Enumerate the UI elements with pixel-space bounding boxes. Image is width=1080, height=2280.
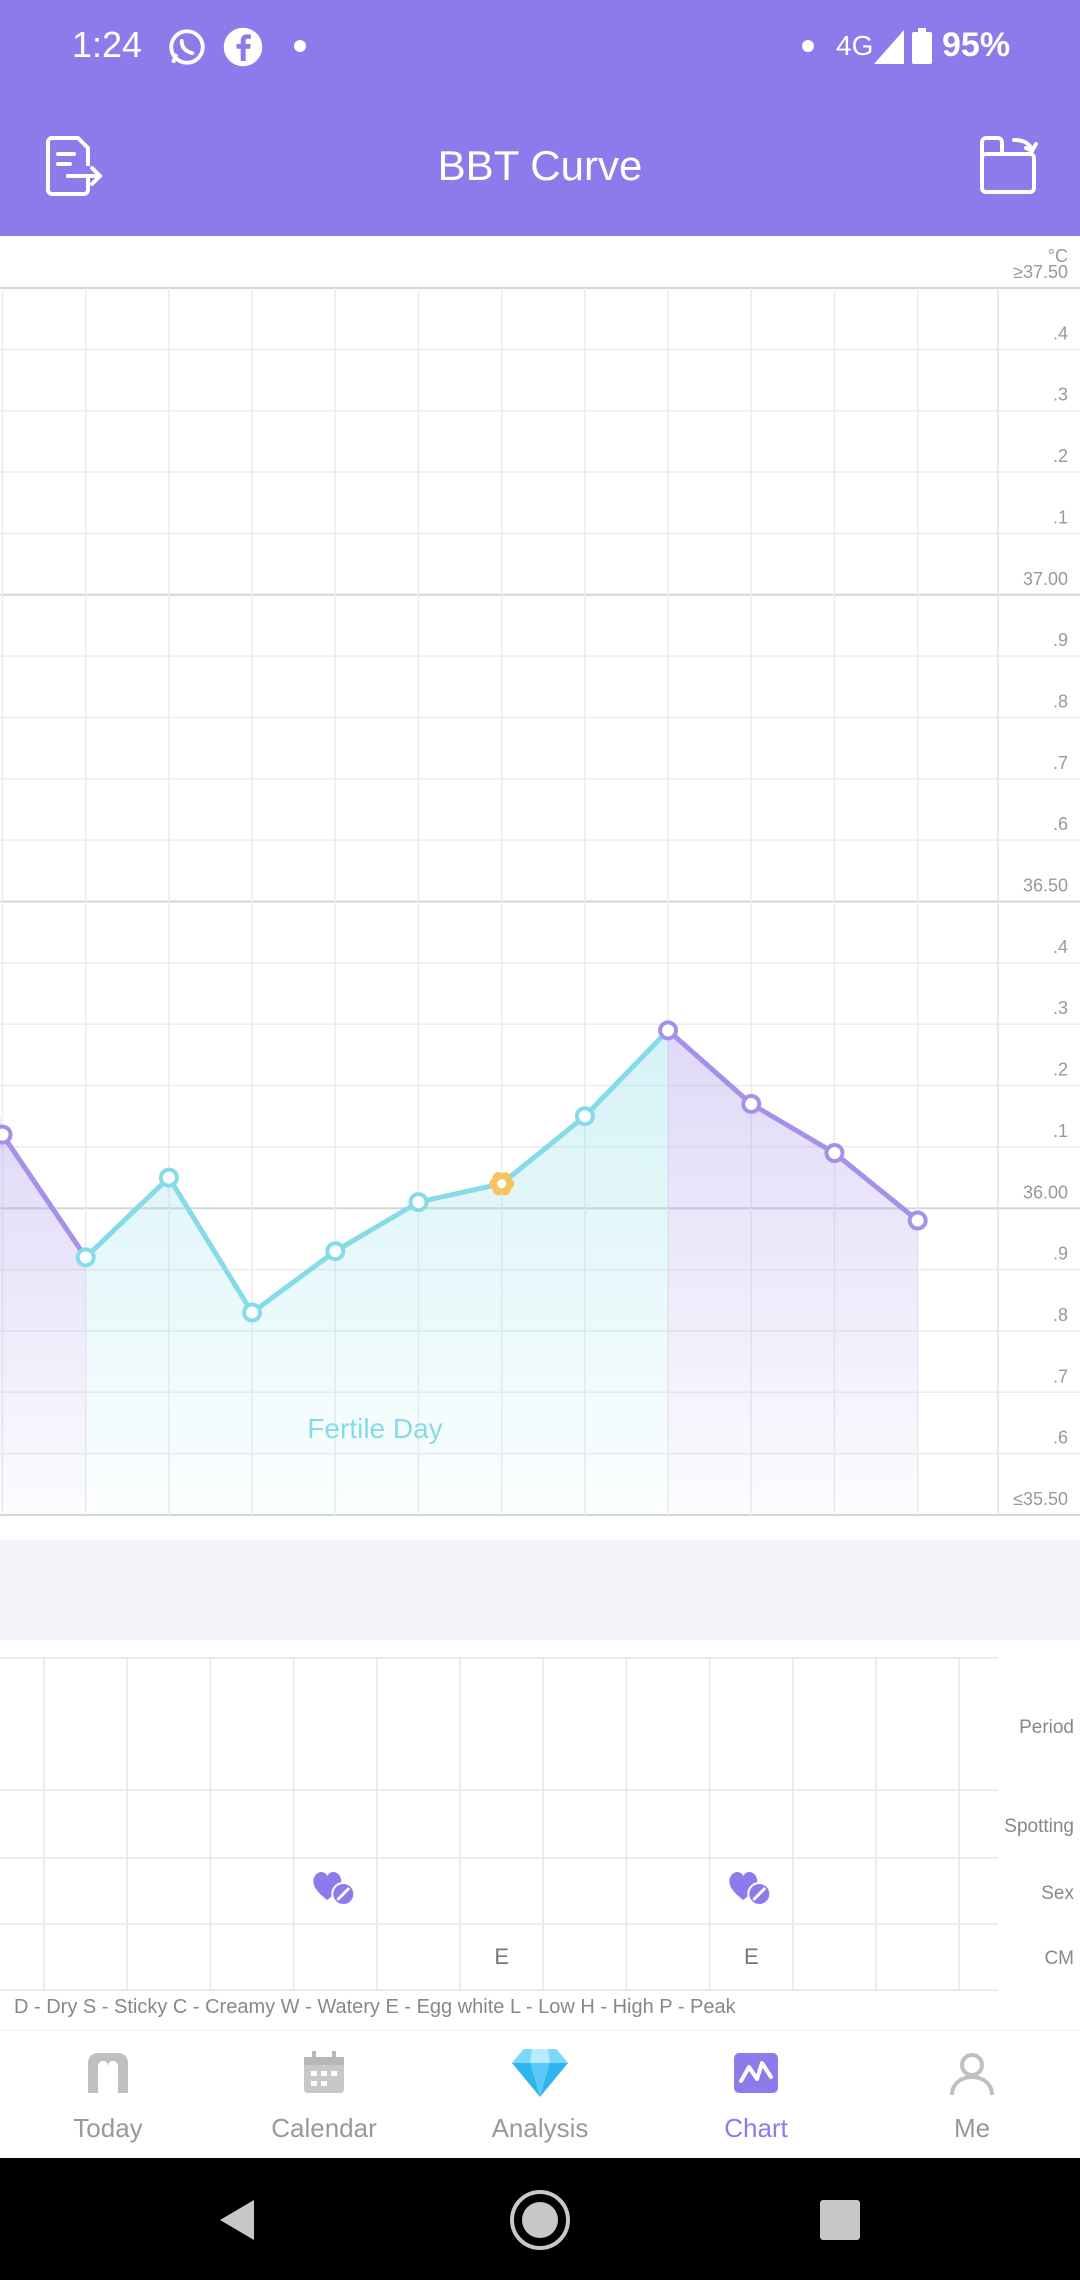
home-icon[interactable] [508,2188,572,2252]
export-report-icon[interactable] [38,132,106,200]
ovulation-point [489,1172,515,1196]
y-tick-label: 36.50 [1023,876,1068,896]
y-tick-label: .4 [1053,937,1068,957]
cm-value: E [494,1944,509,1969]
sex-heart-icon [313,1872,356,1906]
y-tick-label: ≥37.50 [1013,262,1068,282]
series-line [665,1027,754,1107]
facebook-icon [223,27,263,67]
y-tick-label: .1 [1053,507,1068,527]
calendar-icon [304,2051,344,2093]
y-tick-label: .2 [1053,446,1068,466]
data-point [574,1106,595,1127]
nav-me[interactable]: Me [864,2031,1080,2159]
series-line [332,1199,421,1254]
records-row-label: Sex [1041,1883,1074,1904]
records-row-label: Period [1019,1717,1074,1738]
records-row-label: Spotting [1004,1816,1074,1837]
back-icon[interactable] [212,2192,268,2248]
sex-heart-icon [729,1872,772,1906]
series-line [748,1101,837,1156]
today-icon [88,2053,128,2093]
bottom-nav: Today Calendar Analysis Chart [0,2030,1080,2159]
series-line [832,1150,921,1224]
nav-label: Analysis [491,2113,589,2143]
nav-label: Me [953,2113,991,2143]
rotate-screen-icon[interactable] [974,132,1042,200]
battery-percent: 95% [942,26,1011,64]
series-line [249,1248,338,1316]
nav-calendar[interactable]: Calendar [216,2031,432,2159]
nav-analysis[interactable]: Analysis [432,2031,648,2159]
period-area [0,1114,86,1515]
system-nav-bar [0,2158,1080,2280]
y-tick-label: ≤35.50 [1013,1489,1068,1509]
whatsapp-icon [169,29,205,65]
network-type: 4G [836,30,874,61]
data-point [408,1192,429,1213]
y-tick-label: .2 [1053,1060,1068,1080]
chart-icon [734,2053,778,2093]
nav-label: Calendar [271,2113,377,2143]
y-tick-label: 36.00 [1023,1182,1068,1202]
y-tick-label: .6 [1053,814,1068,834]
cm-legend: D - Dry S - Sticky C - Creamy W - Watery… [14,1996,736,2018]
data-point [325,1241,346,1262]
fertile-day-label: Fertile Day [307,1413,442,1444]
y-tick-label: .7 [1053,753,1068,773]
y-tick-label: .3 [1053,385,1068,405]
date-strip [0,1540,1080,1640]
y-axis-unit: °C [1048,246,1068,266]
data-point [824,1143,845,1164]
series-line [0,1132,89,1260]
series-line [416,1181,505,1205]
cm-value: E [744,1944,759,1969]
y-tick-label: .8 [1053,691,1068,711]
y-tick-label: .4 [1053,323,1068,343]
bbt-chart: °C≥37.50 .4 .3 .2 .1 37.00 .9 .8 .7 .6 36.50 .4 .3 .2… [0,246,1080,1991]
y-tick-label: .1 [1053,1121,1068,1141]
y-tick-label: .3 [1053,998,1068,1018]
notification-dot-icon [802,40,814,52]
records-row-label: CM [1044,1948,1074,1969]
notification-dot-icon [294,40,306,52]
signal-icon [874,30,904,64]
series-line [166,1175,255,1316]
nav-label: Chart [724,2113,788,2143]
y-tick-label: .6 [1053,1428,1068,1448]
data-point [658,1020,679,1041]
luteal-area [668,1030,918,1515]
y-tick-label: .9 [1053,1244,1068,1264]
series-line [499,1113,588,1187]
app-bar: BBT Curve [0,96,1080,236]
data-point [907,1210,928,1231]
y-tick-label: .8 [1053,1305,1068,1325]
fertile-area [85,1030,669,1515]
page-title: BBT Curve [437,142,643,189]
nav-today[interactable]: Today [0,2031,216,2159]
status-time: 1:24 [72,24,143,65]
series-line [83,1175,172,1260]
series-line [582,1027,671,1119]
nav-label: Today [73,2113,143,2143]
data-point [741,1093,762,1114]
person-icon [950,2053,994,2096]
data-point [242,1302,263,1323]
data-point [75,1247,96,1268]
diamond-icon [512,2049,568,2097]
y-tick-label: .9 [1053,630,1068,650]
status-bar: 1:24 4G 95% [0,0,1080,96]
data-point [158,1167,179,1188]
nav-chart[interactable]: Chart [648,2031,864,2159]
battery-icon [912,28,932,64]
y-tick-label: .7 [1053,1366,1068,1386]
recents-icon[interactable] [818,2198,862,2242]
y-tick-label: 37.00 [1023,569,1068,589]
data-point [0,1124,13,1145]
